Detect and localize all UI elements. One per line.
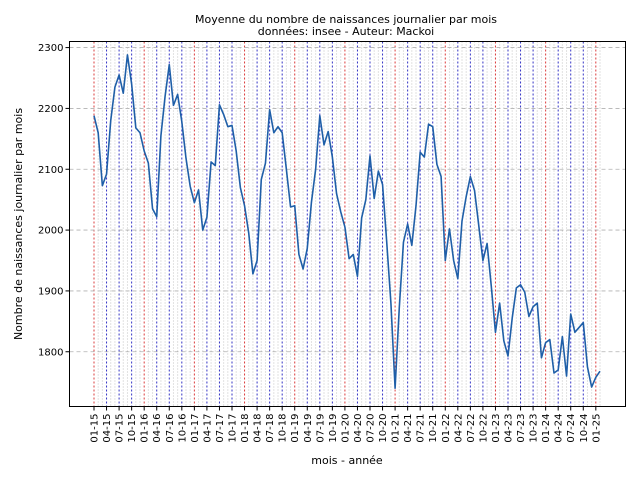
x-tick-label: 10-17 bbox=[228, 414, 239, 443]
x-tick-label: 10-21 bbox=[428, 414, 439, 443]
x-tick-label: 01-21 bbox=[391, 414, 402, 443]
x-tick-label: 07-20 bbox=[366, 414, 377, 443]
x-tick-label: 04-24 bbox=[554, 414, 565, 443]
x-tick-label: 10-24 bbox=[579, 414, 590, 443]
x-tick-label: 01-20 bbox=[340, 414, 351, 443]
y-tick-label: 2300 bbox=[38, 43, 63, 54]
x-tick-label: 07-17 bbox=[215, 414, 226, 443]
chart-subtitle: données: insee - Auteur: Mackoi bbox=[258, 25, 435, 38]
x-tick-label: 01-16 bbox=[140, 414, 151, 443]
x-tick-label: 07-22 bbox=[466, 414, 477, 443]
x-tick-label: 10-16 bbox=[177, 414, 188, 443]
x-tick-label: 01-19 bbox=[290, 414, 301, 443]
y-tick-label: 2000 bbox=[38, 226, 63, 237]
x-tick-label: 10-19 bbox=[328, 414, 339, 443]
x-axis-label: mois - année bbox=[311, 454, 383, 467]
x-tick-label: 10-20 bbox=[378, 414, 389, 443]
y-axis-label: Nombre de naissances journalier par mois bbox=[12, 108, 25, 340]
y-tick-label: 2100 bbox=[38, 165, 63, 176]
x-tick-label: 07-19 bbox=[315, 414, 326, 443]
chart-title: Moyenne du nombre de naissances journali… bbox=[195, 13, 497, 26]
x-tick-label: 04-19 bbox=[303, 414, 314, 443]
series-lines bbox=[93, 54, 601, 390]
x-tick-label: 01-24 bbox=[541, 414, 552, 443]
plot-frame bbox=[69, 41, 626, 407]
vertical-month-lines bbox=[93, 41, 601, 407]
x-tick-label: 01-18 bbox=[240, 414, 251, 443]
x-tick-label: 04-17 bbox=[202, 414, 213, 443]
horizontal-gridlines bbox=[69, 47, 626, 353]
x-tick-label: 10-15 bbox=[127, 414, 138, 443]
x-tick-label: 07-23 bbox=[516, 414, 527, 443]
x-tick-label: 04-18 bbox=[253, 414, 264, 443]
x-tick-label: 07-18 bbox=[265, 414, 276, 443]
x-tick-label: 04-15 bbox=[102, 414, 113, 443]
x-tick-label: 01-17 bbox=[190, 414, 201, 443]
x-tick-label: 10-22 bbox=[478, 414, 489, 443]
x-axis-ticks: 01-15 04-15 07-15 10-15 01-16 04-16 07-16 10-16… bbox=[90, 406, 602, 443]
x-tick-label: 04-23 bbox=[504, 414, 515, 443]
x-tick-label: 04-21 bbox=[403, 414, 414, 443]
x-tick-label: 10-23 bbox=[529, 414, 540, 443]
x-tick-label: 10-18 bbox=[278, 414, 289, 443]
x-tick-label: 07-24 bbox=[566, 414, 577, 443]
x-tick-label: 07-15 bbox=[115, 414, 126, 443]
x-tick-label: 01-22 bbox=[441, 414, 452, 443]
y-tick-label: 2200 bbox=[38, 104, 63, 115]
y-tick-label: 1900 bbox=[38, 286, 63, 297]
x-tick-label: 07-21 bbox=[416, 414, 427, 443]
x-tick-label: 04-22 bbox=[453, 414, 464, 443]
x-tick-label: 01-23 bbox=[491, 414, 502, 443]
x-tick-label: 01-25 bbox=[591, 414, 602, 443]
series-line bbox=[93, 54, 601, 390]
x-tick-label: 04-20 bbox=[353, 414, 364, 443]
x-tick-label: 07-16 bbox=[165, 414, 176, 443]
y-axis-ticks: 1800 1900 2000 2100 2200 2300 bbox=[38, 43, 70, 358]
x-tick-label: 04-16 bbox=[152, 414, 163, 443]
y-tick-label: 1800 bbox=[38, 347, 63, 358]
x-tick-label: 01-15 bbox=[90, 414, 101, 443]
